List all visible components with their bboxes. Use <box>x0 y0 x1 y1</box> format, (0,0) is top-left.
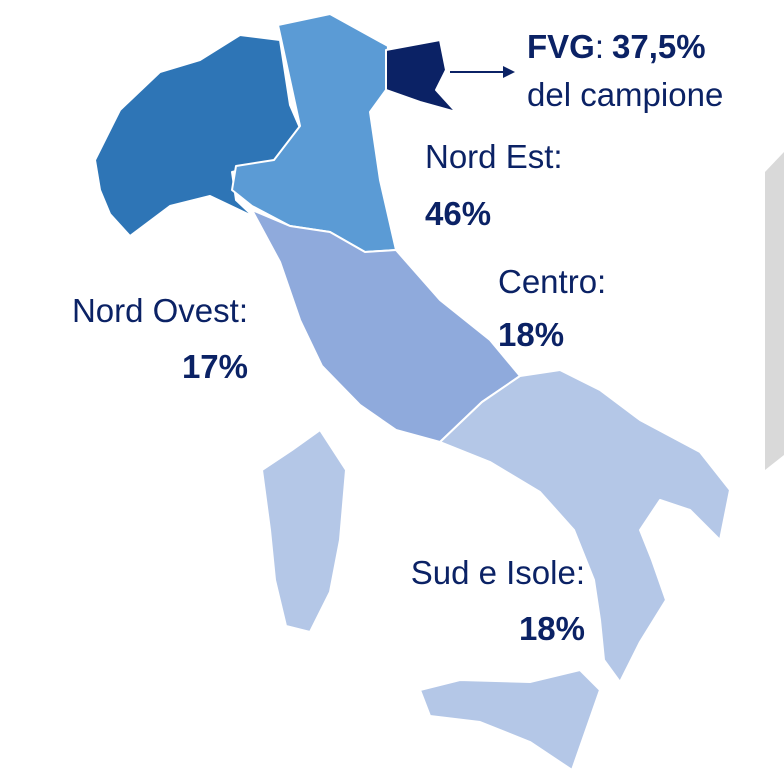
region-name: Nord Ovest: <box>72 292 248 329</box>
region-value: 46% <box>425 195 491 232</box>
callout-arrowhead <box>503 66 515 78</box>
region-name: Sud e Isole: <box>411 554 585 591</box>
callout-value: 37,5% <box>612 28 706 65</box>
region-fvg <box>385 39 457 113</box>
callout-region: FVG <box>527 28 595 65</box>
region-name: Centro: <box>498 263 606 300</box>
callout-separator: : <box>595 28 604 65</box>
side-arrow <box>765 152 784 470</box>
callout-title: FVG: 37,5% <box>527 28 706 65</box>
region-value: 17% <box>182 348 248 385</box>
region-sicilia <box>419 669 601 771</box>
region-sardegna <box>261 429 347 633</box>
region-nord-ovest <box>94 34 301 237</box>
callout-note: del campione <box>527 76 723 113</box>
region-value: 18% <box>498 316 564 353</box>
region-sud <box>439 369 731 683</box>
region-name: Nord Est: <box>425 138 563 175</box>
region-value: 18% <box>519 610 585 647</box>
